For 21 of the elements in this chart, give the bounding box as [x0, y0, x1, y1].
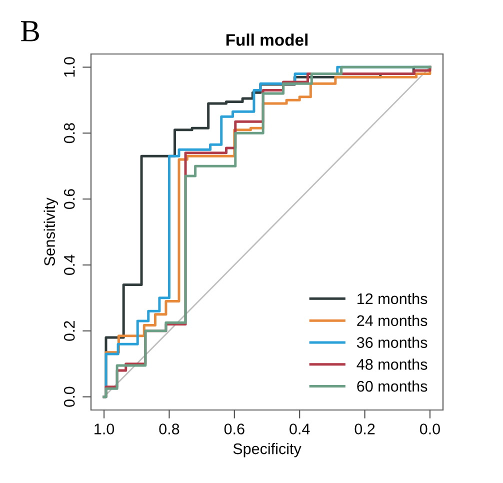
y-tick-label: 0.2 [64, 321, 75, 341]
y-tick-label: 0.6 [64, 189, 75, 210]
y-tick-label: 0.8 [64, 123, 75, 144]
x-axis-title: Specificity [233, 442, 302, 458]
legend-label: 36 months [356, 336, 428, 348]
x-tick-label: 0.4 [290, 424, 310, 434]
y-tick-label: 0.4 [64, 254, 75, 275]
chart-title: Full model [226, 34, 308, 46]
x-tick-label: 0.2 [354, 424, 375, 434]
legend-label: 60 months [357, 380, 428, 392]
x-tick-label: 1.0 [94, 424, 114, 434]
x-tick-label: 0.8 [159, 424, 180, 434]
text: B [21, 21, 40, 42]
y-tick-label: 1.0 [64, 57, 75, 77]
x-tick-label: 0.0 [420, 424, 440, 434]
legend-label: 12 months [358, 292, 428, 304]
legend-label: 48 months [356, 358, 428, 370]
y-tick-label: 0.0 [64, 386, 75, 407]
legend-label: 24 months [357, 314, 428, 326]
y-axis-title: Sensitivity [44, 198, 58, 266]
x-tick-label: 0.6 [224, 424, 244, 434]
